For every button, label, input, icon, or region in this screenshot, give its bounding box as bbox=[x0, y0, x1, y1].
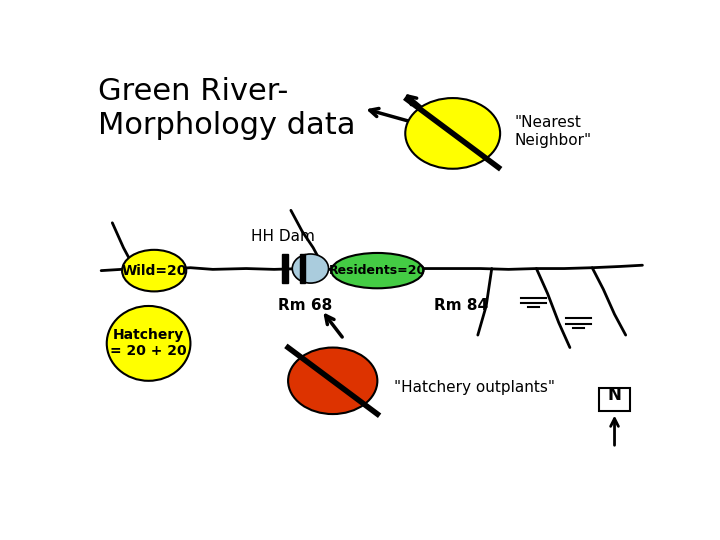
Circle shape bbox=[288, 348, 377, 414]
Ellipse shape bbox=[331, 253, 423, 288]
Text: Wild=20: Wild=20 bbox=[122, 264, 187, 278]
Text: "Nearest
Neighbor": "Nearest Neighbor" bbox=[514, 115, 591, 147]
Ellipse shape bbox=[107, 306, 191, 381]
Text: HH Dam: HH Dam bbox=[251, 228, 315, 244]
Text: Rm 84: Rm 84 bbox=[434, 298, 488, 313]
Text: Calif. Trout: Calif. Trout bbox=[294, 374, 371, 387]
Bar bbox=[599, 388, 630, 410]
Bar bbox=[300, 254, 305, 283]
Text: "Hatchery outplants": "Hatchery outplants" bbox=[394, 380, 555, 395]
Text: Cedar R.
Wilds: Cedar R. Wilds bbox=[423, 119, 483, 147]
Ellipse shape bbox=[122, 250, 186, 292]
Text: Rm 68: Rm 68 bbox=[278, 298, 332, 313]
Text: N: N bbox=[608, 386, 621, 404]
Text: Hatchery
= 20 + 20: Hatchery = 20 + 20 bbox=[110, 328, 187, 359]
Bar bbox=[282, 254, 287, 283]
Text: Residents=20: Residents=20 bbox=[329, 264, 426, 277]
Text: Green River-
Morphology data: Green River- Morphology data bbox=[99, 77, 356, 140]
Circle shape bbox=[405, 98, 500, 169]
Ellipse shape bbox=[292, 254, 328, 283]
